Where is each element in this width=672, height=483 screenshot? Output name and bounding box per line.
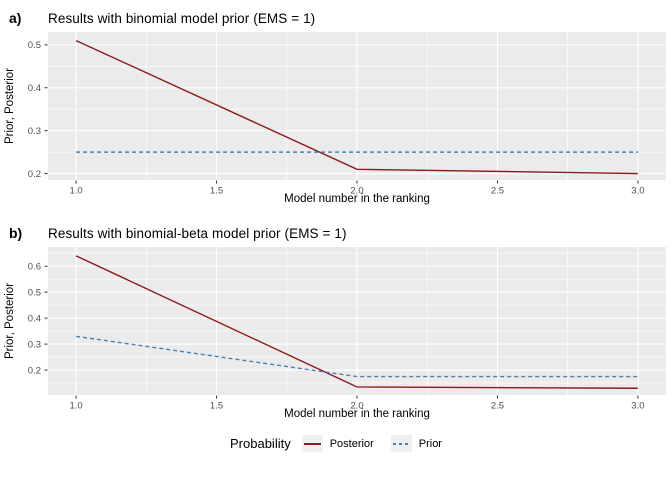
legend-title: Probability xyxy=(230,436,291,451)
chart-a-y-axis-title: Prior, Posterior xyxy=(4,67,16,145)
legend-entry-posterior: Posterior xyxy=(301,435,374,452)
chart-b-x-axis-title: Model number in the ranking xyxy=(284,408,430,420)
svg-text:0.6: 0.6 xyxy=(28,262,41,273)
chart-b-y-axis-title: Prior, Posterior xyxy=(4,282,16,360)
svg-text:0.5: 0.5 xyxy=(28,40,41,51)
svg-text:0.4: 0.4 xyxy=(28,313,41,324)
legend-entry-prior: Prior xyxy=(390,435,442,452)
svg-text:2.5: 2.5 xyxy=(491,401,504,412)
svg-text:2.5: 2.5 xyxy=(491,186,504,197)
chart-a-plot-area: 1.0 1.5 2.0 2.5 3.0 0.2 0.3 0.4 0.5 xyxy=(28,32,666,197)
svg-text:1.0: 1.0 xyxy=(69,401,82,412)
chart-a: a) Results with binomial model prior (EM… xyxy=(0,3,672,205)
legend: Probability Posterior Prior xyxy=(0,435,672,452)
svg-text:0.2: 0.2 xyxy=(28,365,41,376)
svg-text:0.3: 0.3 xyxy=(28,339,41,350)
svg-text:2.0: 2.0 xyxy=(350,401,363,412)
svg-text:0.2: 0.2 xyxy=(28,169,41,180)
legend-key-prior xyxy=(390,435,412,452)
svg-text:0.3: 0.3 xyxy=(28,126,41,137)
svg-text:3.0: 3.0 xyxy=(631,186,644,197)
chart-a-title: Results with binomial model prior (EMS =… xyxy=(48,11,316,26)
prior-line-swatch-icon xyxy=(392,442,410,445)
svg-text:2.0: 2.0 xyxy=(350,186,363,197)
chart-a-x-axis-title: Model number in the ranking xyxy=(284,193,430,205)
svg-text:3.0: 3.0 xyxy=(631,401,644,412)
panel-label-a: a) xyxy=(9,10,22,26)
svg-text:0.4: 0.4 xyxy=(28,83,41,94)
panel-label-b: b) xyxy=(9,225,23,241)
svg-text:1.5: 1.5 xyxy=(210,186,223,197)
legend-label-prior: Prior xyxy=(418,437,442,450)
legend-label-posterior: Posterior xyxy=(329,437,374,450)
svg-text:1.0: 1.0 xyxy=(69,186,82,197)
chart-a-title-row: a) Results with binomial model prior (EM… xyxy=(0,3,672,26)
figure: a) Results with binomial model prior (EM… xyxy=(0,3,672,452)
chart-b: b) Results with binomial-beta model prio… xyxy=(0,218,672,420)
posterior-line-swatch-icon xyxy=(303,442,321,445)
chart-b-plot-area: 1.0 1.5 2.0 2.5 3.0 0.2 0.3 0.4 0.5 0.6 xyxy=(28,247,666,412)
legend-key-posterior xyxy=(301,435,323,452)
chart-b-title: Results with binomial-beta model prior (… xyxy=(48,226,347,241)
svg-text:0.5: 0.5 xyxy=(28,287,41,298)
chart-b-title-row: b) Results with binomial-beta model prio… xyxy=(0,218,672,241)
svg-text:1.5: 1.5 xyxy=(210,401,223,412)
